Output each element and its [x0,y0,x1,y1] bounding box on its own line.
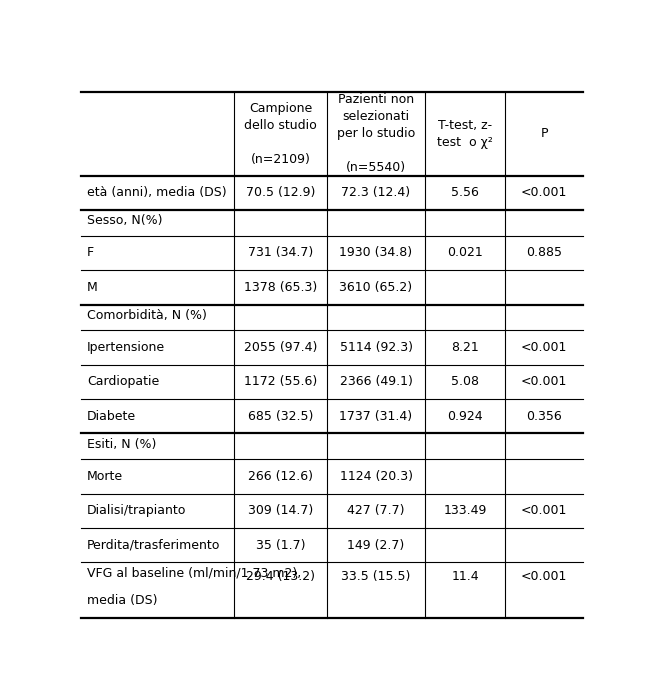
Text: 29.4 (13.2): 29.4 (13.2) [246,570,315,582]
Text: Pazienti non
selezionati
per lo studio

(n=5540): Pazienti non selezionati per lo studio (… [337,93,415,174]
Text: 3610 (65.2): 3610 (65.2) [340,281,413,294]
Text: Campione
dello studio

(n=2109): Campione dello studio (n=2109) [244,102,317,166]
Text: Perdita/trasferimento: Perdita/trasferimento [87,539,220,552]
Text: <0.001: <0.001 [521,186,568,200]
Text: 133.49: 133.49 [443,504,487,517]
Text: Sesso, N(%): Sesso, N(%) [87,214,163,228]
Text: Morte: Morte [87,470,123,483]
Text: 1930 (34.8): 1930 (34.8) [340,246,413,260]
Text: 731 (34.7): 731 (34.7) [248,246,313,260]
Text: 149 (2.7): 149 (2.7) [347,539,404,552]
Text: Comorbidità, N (%): Comorbidità, N (%) [87,309,207,322]
Text: 5.08: 5.08 [451,375,479,389]
Text: 70.5 (12.9): 70.5 (12.9) [246,186,316,200]
Text: T-test, z-
test  o χ²: T-test, z- test o χ² [437,119,493,149]
Text: 1124 (20.3): 1124 (20.3) [340,470,413,483]
Text: M: M [87,281,98,294]
Text: <0.001: <0.001 [521,504,568,517]
Text: 5114 (92.3): 5114 (92.3) [340,341,413,354]
Text: F: F [87,246,94,260]
Text: 72.3 (12.4): 72.3 (12.4) [341,186,411,200]
Text: età (anni), media (DS): età (anni), media (DS) [87,186,227,200]
Text: 309 (14.7): 309 (14.7) [248,504,313,517]
Text: Cardiopatie: Cardiopatie [87,375,159,389]
Text: 5.56: 5.56 [451,186,479,200]
Text: Diabete: Diabete [87,410,136,423]
Text: 8.21: 8.21 [451,341,479,354]
Text: 0.885: 0.885 [526,246,562,260]
Text: Esiti, N (%): Esiti, N (%) [87,438,156,451]
Text: Dialisi/trapianto: Dialisi/trapianto [87,504,187,517]
Text: VFG al baseline (ml/min/1.73 m2),: VFG al baseline (ml/min/1.73 m2), [87,567,301,580]
Text: P: P [540,127,548,141]
Text: <0.001: <0.001 [521,570,568,582]
Text: 2366 (49.1): 2366 (49.1) [340,375,413,389]
Text: media (DS): media (DS) [87,594,157,608]
Text: 33.5 (15.5): 33.5 (15.5) [341,570,411,582]
Text: 266 (12.6): 266 (12.6) [248,470,313,483]
Text: 427 (7.7): 427 (7.7) [347,504,405,517]
Text: 1172 (55.6): 1172 (55.6) [244,375,318,389]
Text: 0.924: 0.924 [447,410,483,423]
Text: 1737 (31.4): 1737 (31.4) [340,410,413,423]
Text: 2055 (97.4): 2055 (97.4) [244,341,318,354]
Text: 35 (1.7): 35 (1.7) [256,539,305,552]
Text: 11.4: 11.4 [452,570,479,582]
Text: 0.356: 0.356 [526,410,562,423]
Text: 1378 (65.3): 1378 (65.3) [244,281,318,294]
Text: 685 (32.5): 685 (32.5) [248,410,314,423]
Text: 0.021: 0.021 [447,246,483,260]
Text: Ipertensione: Ipertensione [87,341,165,354]
Text: <0.001: <0.001 [521,375,568,389]
Text: <0.001: <0.001 [521,341,568,354]
